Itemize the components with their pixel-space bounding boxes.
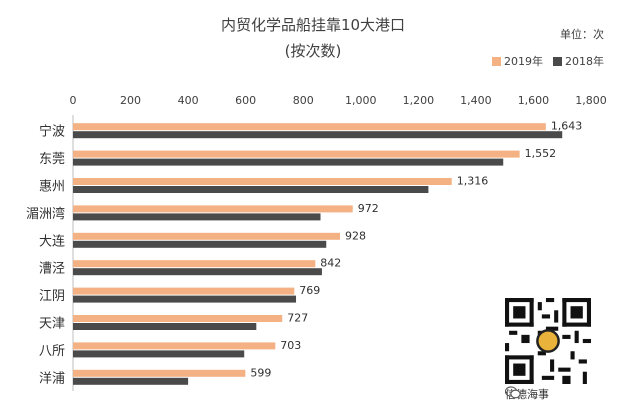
legend-item-2019: 2019年 [492,53,543,69]
x-tick-label: 1,000 [345,94,377,107]
bar-2018 [73,295,297,303]
qr-code-image [505,298,591,384]
x-tick-label: 800 [293,94,314,107]
data-label: 1,316 [457,175,489,188]
category-label: 湄洲湾 [26,206,65,222]
legend-swatch-2019 [492,56,501,66]
x-tick-label: 600 [235,94,256,107]
bar-2019 [73,315,283,322]
category-label: 东莞 [39,152,65,167]
x-tick-label: 1,400 [460,94,492,107]
bar-2018 [73,240,327,248]
category-label: 江阴 [39,289,65,304]
bar-2019 [73,123,546,131]
x-tick-label: 0 [70,94,77,107]
chart-subtitle: (按次数) [284,42,342,60]
bar-2019 [73,232,341,240]
category-label: 大连 [39,233,65,249]
x-tick-label: 1,800 [575,94,607,107]
legend-item-2018: 2018年 [553,53,604,69]
data-label: 928 [345,229,366,242]
x-tick-label: 1,600 [518,94,550,107]
unit-label: 单位：次 [560,28,604,41]
wechat-icon [505,386,521,399]
bar-2019 [73,178,452,185]
data-label: 599 [250,366,271,379]
data-label: 769 [299,284,320,297]
bar-2018 [73,186,429,193]
data-label: 842 [320,257,341,270]
x-tick-label: 400 [178,94,199,107]
bar-2018 [73,377,189,385]
x-tick-label: 1,200 [403,94,435,107]
chart-title: 内贸化学品船挂靠10大港口 [220,16,406,34]
data-label: 972 [358,202,379,215]
wechat-watermark: 信德海事 [505,386,549,402]
x-tick-label: 200 [120,94,141,107]
legend: 2019年 2018年 [492,53,604,69]
bar-2019 [73,369,246,377]
category-label: 八所 [39,344,65,359]
bar-2019 [73,260,316,268]
category-label: 惠州 [39,180,65,195]
bar-2018 [73,131,563,139]
data-label: 727 [287,312,308,325]
data-label: 1,552 [525,147,557,160]
bar-2019 [73,342,276,350]
category-label: 天津 [39,317,65,332]
bar-2018 [73,323,257,330]
legend-label-2019: 2019年 [504,55,543,68]
category-label: 漕泾 [39,262,65,277]
legend-swatch-2018 [553,56,562,66]
data-label: 1,643 [551,120,583,133]
category-label: 宁波 [39,124,65,140]
data-label: 703 [280,339,301,352]
bar-2018 [73,213,321,221]
bar-2018 [73,350,245,358]
bar-2018 [73,268,322,276]
category-label: 洋浦 [39,371,65,386]
legend-label-2018: 2018年 [565,55,604,68]
bar-2019 [73,205,353,213]
bar-2018 [73,158,504,166]
bar-2019 [73,287,295,295]
bar-2019 [73,150,520,158]
